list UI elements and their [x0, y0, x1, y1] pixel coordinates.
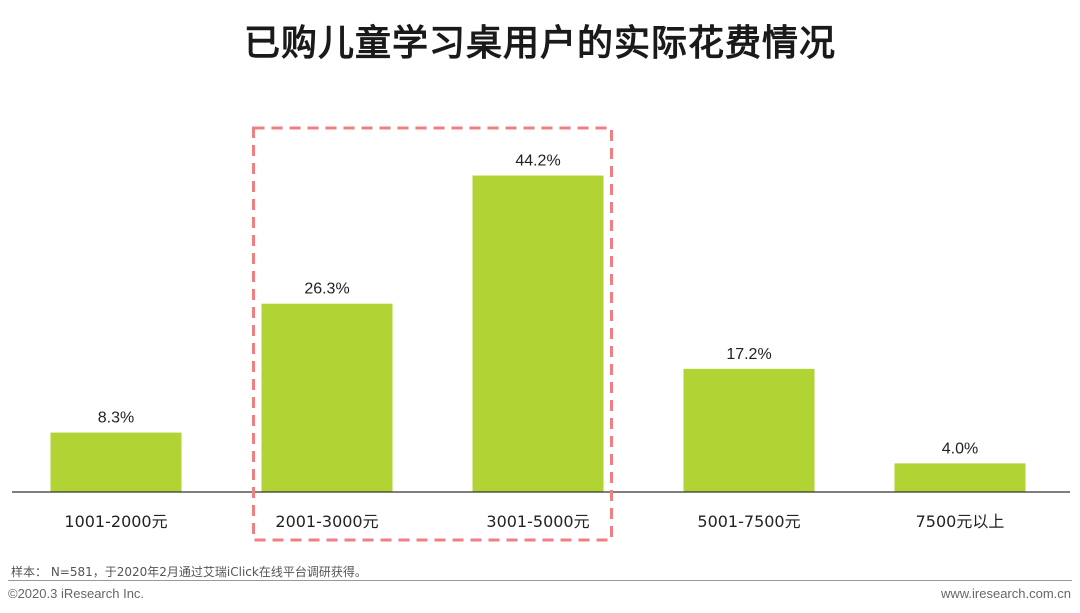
- bar-chart: 8.3% 1001-2000元 26.3% 2001-3000元 44.2% 3001-5…: [12, 126, 1070, 542]
- bar: [894, 463, 1026, 492]
- category-label: 2001-3000元: [275, 512, 378, 531]
- category-label: 3001-5000元: [486, 512, 589, 531]
- chart-title: 已购儿童学习桌用户的实际花费情况: [243, 23, 836, 64]
- category-label: 5001-7500元: [697, 512, 800, 531]
- footer-divider: [8, 580, 1072, 581]
- category-label: 7500元以上: [916, 512, 1005, 531]
- bar: [261, 303, 393, 492]
- bar-value-label: 44.2%: [515, 153, 560, 170]
- bar: [472, 175, 604, 492]
- bar: [683, 368, 815, 492]
- website-text: www.iresearch.com.cn: [940, 586, 1071, 601]
- highlight-frame: [252, 126, 613, 542]
- bar-value-label: 26.3%: [304, 281, 349, 298]
- bar-value-label: 8.3%: [98, 410, 134, 427]
- bar-value-label: 17.2%: [726, 346, 771, 363]
- category-label: 1001-2000元: [64, 512, 167, 531]
- sample-footnote: 样本： N=581，于2020年2月通过艾瑞iClick在线平台调研获得。: [11, 565, 367, 579]
- bar: [50, 432, 182, 492]
- bar-value-label: 4.0%: [942, 440, 978, 457]
- copyright-text: ©2020.3 iResearch Inc.: [8, 586, 145, 601]
